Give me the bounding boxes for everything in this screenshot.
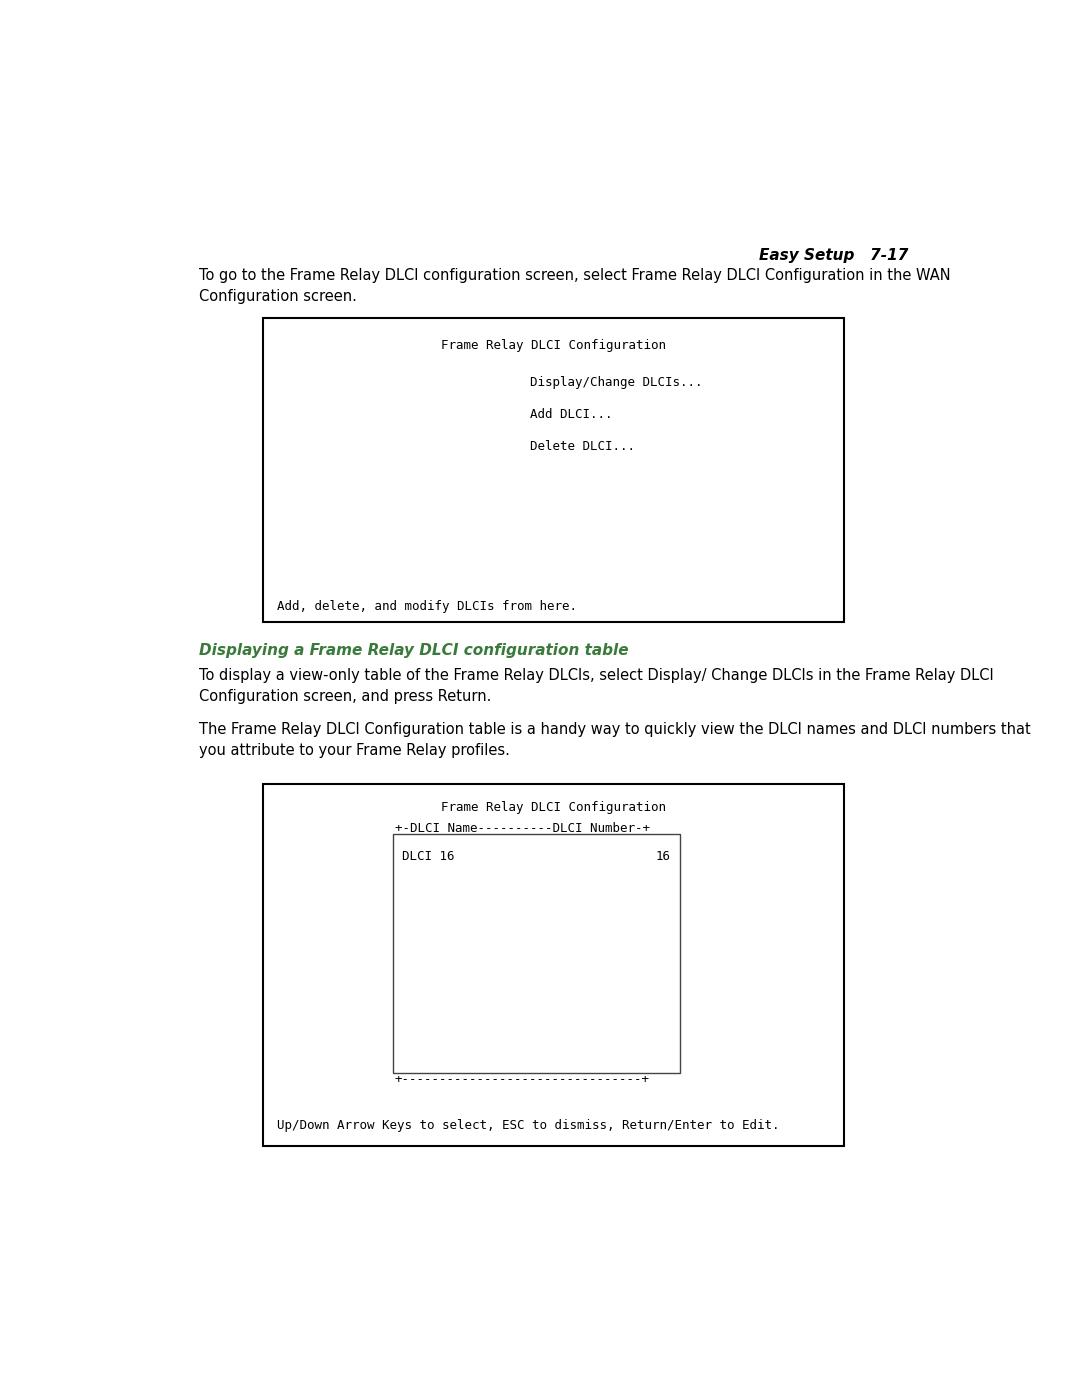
Text: Easy Setup   7-17: Easy Setup 7-17	[759, 249, 908, 264]
Text: Up/Down Arrow Keys to select, ESC to dismiss, Return/Enter to Edit.: Up/Down Arrow Keys to select, ESC to dis…	[276, 1119, 780, 1132]
Text: Add, delete, and modify DLCIs from here.: Add, delete, and modify DLCIs from here.	[276, 601, 577, 613]
Text: To display a view-only table of the Frame Relay DLCIs, select Display/ Change DL: To display a view-only table of the Fram…	[199, 668, 994, 704]
Bar	[262, 784, 845, 1146]
Bar	[262, 317, 845, 622]
Bar	[393, 834, 679, 1073]
Text: Frame Relay DLCI Configuration: Frame Relay DLCI Configuration	[441, 800, 666, 813]
Text: +--------------------------------+: +--------------------------------+	[394, 1073, 650, 1085]
Text: To go to the Frame Relay DLCI configuration screen, select Frame Relay DLCI Conf: To go to the Frame Relay DLCI configurat…	[199, 268, 950, 303]
Text: Add DLCI...: Add DLCI...	[530, 408, 612, 420]
Text: Display/Change DLCIs...: Display/Change DLCIs...	[530, 376, 703, 388]
Text: Frame Relay DLCI Configuration: Frame Relay DLCI Configuration	[441, 339, 666, 352]
Text: 16: 16	[656, 849, 671, 863]
Text: Displaying a Frame Relay DLCI configuration table: Displaying a Frame Relay DLCI configurat…	[199, 644, 629, 658]
Text: +--------------------------------+: +--------------------------------+	[394, 834, 650, 848]
Text: The Frame Relay DLCI Configuration table is a handy way to quickly view the DLCI: The Frame Relay DLCI Configuration table…	[199, 722, 1030, 759]
Text: Delete DLCI...: Delete DLCI...	[530, 440, 635, 453]
Text: DLCI 16: DLCI 16	[403, 849, 455, 863]
Text: +-DLCI Name----------DLCI Number-+: +-DLCI Name----------DLCI Number-+	[394, 823, 650, 835]
